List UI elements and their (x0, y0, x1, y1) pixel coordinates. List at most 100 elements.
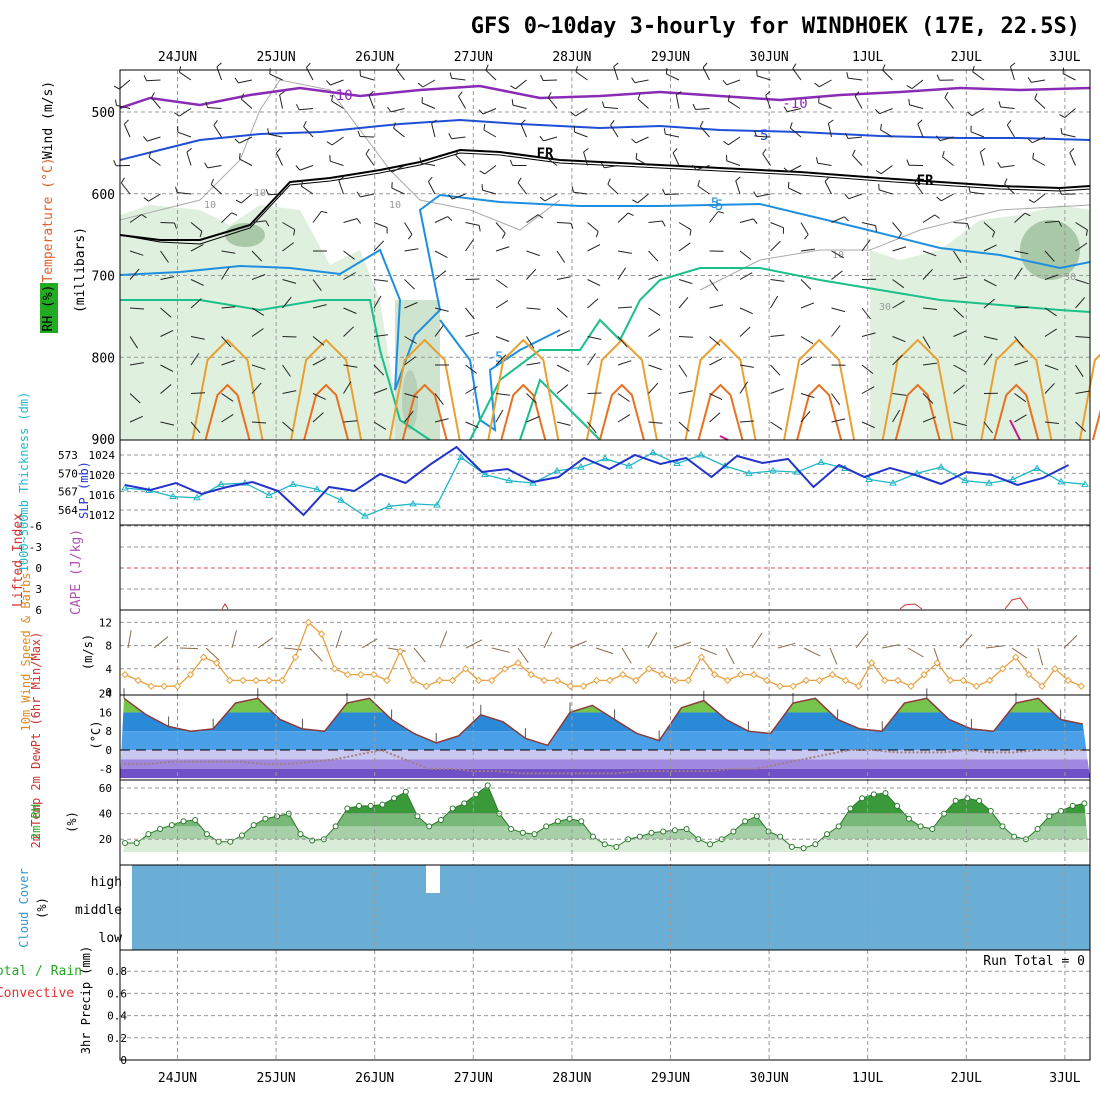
wind10m-barb (518, 648, 528, 663)
contour-label: -5 (487, 350, 504, 366)
wind-barb (121, 183, 130, 194)
rh2m-point (251, 823, 256, 828)
wind-barb (1010, 67, 1014, 80)
rh2m-point (544, 824, 549, 829)
temp-contour-25 (720, 436, 728, 440)
wind-barb (428, 182, 435, 194)
rh2m-point (871, 792, 876, 797)
wind10m-barb (154, 637, 168, 648)
wind-barb (819, 103, 832, 109)
wind10m-barb (596, 648, 613, 654)
temp-contour-15 (784, 340, 854, 440)
wind-barb (696, 109, 710, 110)
rh2m-point (333, 824, 338, 829)
wind-barb (496, 410, 503, 422)
rh2m-point (918, 824, 923, 829)
wind-barb (649, 422, 663, 423)
wind10m-barb (1064, 636, 1077, 649)
rh2m-point (672, 828, 677, 833)
wind-barb (344, 219, 358, 223)
wind10m-tick-label: 8 (105, 640, 112, 653)
rh2m-point (801, 846, 806, 851)
temp-band (120, 769, 1090, 778)
wind10m-barb (700, 648, 717, 655)
ylabel-millibars: (millibars) (73, 227, 88, 313)
wind-barb (740, 308, 753, 314)
rh2m-point (953, 798, 958, 803)
date-label-top: 25JUN (257, 50, 296, 65)
pressure-tick-label: 800 (92, 351, 115, 366)
ylabel-cloud: Cloud Cover (17, 868, 31, 947)
wind-barb (405, 223, 412, 235)
lifted-index-tick-label: 6 (35, 604, 42, 617)
wind-barb (801, 337, 813, 344)
ylabel-wind10m-unit: (m/s) (81, 634, 95, 670)
wind-barb (557, 385, 568, 394)
wind-barb (1031, 80, 1045, 82)
wind-barb (771, 389, 784, 394)
wind-barb-feather (723, 80, 727, 85)
rh2m-point (731, 829, 736, 834)
contour-label: 10 (832, 250, 844, 261)
wind-barb (276, 153, 282, 166)
wind-barb (825, 182, 831, 195)
wind-barb-feather (876, 226, 877, 232)
wind-barb (423, 80, 435, 87)
wind-barb-feather (366, 149, 369, 154)
rh2m-point (930, 827, 935, 832)
rh2m-point (415, 814, 420, 819)
rh2m-point (555, 819, 560, 824)
ylabel-precip-convective: Convective (0, 986, 74, 1001)
rh2m-point (462, 801, 467, 806)
rh2m-point (848, 806, 853, 811)
wind10m-point (135, 677, 141, 683)
wind-barb (945, 98, 954, 109)
wind-barb-feather (358, 131, 360, 137)
wind-barb (676, 95, 679, 109)
wind-barb-feather (448, 217, 452, 221)
temp-band (120, 731, 1090, 750)
wind-barb (618, 307, 632, 308)
rh2m-point (123, 841, 128, 846)
date-label-bottom: 26JUN (355, 1071, 394, 1086)
wind-barb (880, 109, 893, 114)
wind-barb (728, 101, 740, 109)
date-label-bottom: 2JUL (951, 1071, 982, 1086)
rh2m-point (579, 819, 584, 824)
wind-barb (636, 137, 649, 143)
wind-barb (179, 72, 191, 80)
wind-barb (313, 211, 321, 222)
wind-barb (679, 337, 693, 338)
wind10m-barb (466, 640, 482, 648)
wind-barb-feather (540, 136, 544, 141)
wind-barb (466, 422, 479, 428)
wind-barb-feather (1070, 148, 1074, 152)
rh2m-point (368, 803, 373, 808)
wind-barb-feather (276, 149, 280, 153)
wind-barb-feather (628, 213, 633, 216)
wind-barb (740, 219, 754, 223)
wind10m-point (122, 672, 128, 678)
wind-barb-feather (1010, 63, 1015, 67)
wind10m-point (292, 654, 298, 660)
wind-barb-feather (999, 101, 1001, 107)
wind-barb (832, 308, 846, 312)
wind-barb-feather (693, 104, 696, 110)
wind-barb-feather (736, 177, 741, 181)
wind-barb (588, 299, 599, 308)
wind-barb-feather (703, 63, 707, 68)
wind-barb (361, 76, 375, 80)
wind-barb (923, 215, 935, 223)
wind10m-barb (414, 648, 425, 662)
wind-barb (727, 161, 740, 166)
wind-barb (855, 96, 862, 108)
temp-contour-15 (686, 340, 756, 440)
wind-barb-feather (357, 219, 361, 224)
wind-barb (366, 154, 374, 166)
wind-barb (918, 124, 923, 137)
wind-barb (374, 280, 388, 282)
wind-barb-feather (214, 120, 218, 125)
wind-barb (576, 72, 588, 80)
wind-barb (466, 279, 480, 280)
rh2m-point (392, 796, 397, 801)
